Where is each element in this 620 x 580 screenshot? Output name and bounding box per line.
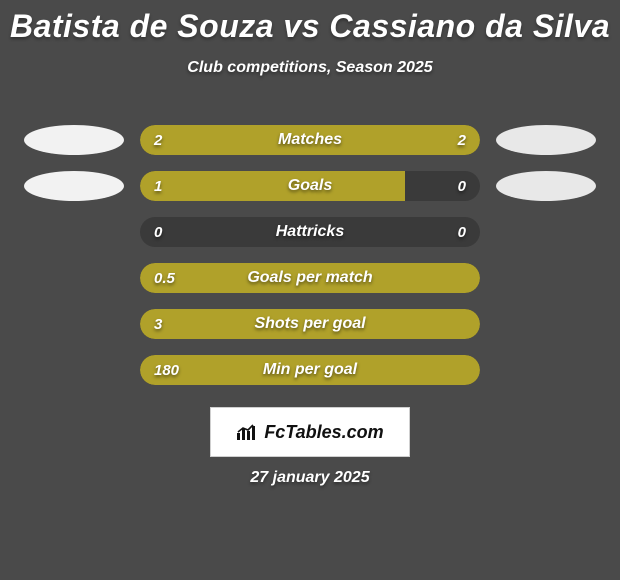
spacer: [24, 263, 124, 293]
date-label: 27 january 2025: [0, 469, 620, 487]
metric-row: Goals per match0.5: [0, 255, 620, 301]
metric-label: Min per goal: [140, 355, 480, 385]
metric-value-left: 180: [154, 355, 179, 385]
metric-bar: Goals per match0.5: [140, 263, 480, 293]
player-right-badge: [496, 171, 596, 201]
spacer: [24, 309, 124, 339]
metric-row: Hattricks0 0: [0, 209, 620, 255]
metrics-list: Matches22Goals10Hattricks00Goals per mat…: [0, 117, 620, 393]
metric-bar: Shots per goal3: [140, 309, 480, 339]
metric-value-left: 3: [154, 309, 162, 339]
metric-bar: Goals1 0: [140, 171, 480, 201]
metric-row: Shots per goal3: [0, 301, 620, 347]
subtitle: Club competitions, Season 2025: [0, 59, 620, 77]
metric-label: Hattricks: [140, 217, 480, 247]
metric-row: Matches2 2: [0, 117, 620, 163]
player-left-badge: [24, 125, 124, 155]
metric-label: Goals: [140, 171, 480, 201]
brand-chart-icon: [236, 423, 258, 441]
comparison-card: Batista de Souza vs Cassiano da Silva Cl…: [0, 0, 620, 580]
metric-value-right: 0: [458, 171, 466, 201]
spacer: [496, 263, 596, 293]
metric-label: Goals per match: [140, 263, 480, 293]
metric-bar: Hattricks0 0: [140, 217, 480, 247]
brand-text: FcTables.com: [264, 422, 383, 443]
brand-badge: FcTables.com: [210, 407, 410, 457]
metric-value-left: 0: [154, 217, 162, 247]
metric-row: Goals1 0: [0, 163, 620, 209]
spacer: [496, 355, 596, 385]
player-right-badge: [496, 125, 596, 155]
metric-value-right: 2: [458, 125, 466, 155]
metric-value-left: 0.5: [154, 263, 175, 293]
spacer: [496, 217, 596, 247]
spacer: [24, 355, 124, 385]
metric-row: Min per goal180: [0, 347, 620, 393]
metric-value-left: 2: [154, 125, 162, 155]
spacer: [24, 217, 124, 247]
page-title: Batista de Souza vs Cassiano da Silva: [0, 0, 620, 45]
metric-value-left: 1: [154, 171, 162, 201]
spacer: [496, 309, 596, 339]
metric-bar: Matches2 2: [140, 125, 480, 155]
metric-value-right: 0: [458, 217, 466, 247]
player-left-badge: [24, 171, 124, 201]
metric-label: Matches: [140, 125, 480, 155]
metric-label: Shots per goal: [140, 309, 480, 339]
metric-bar: Min per goal180: [140, 355, 480, 385]
